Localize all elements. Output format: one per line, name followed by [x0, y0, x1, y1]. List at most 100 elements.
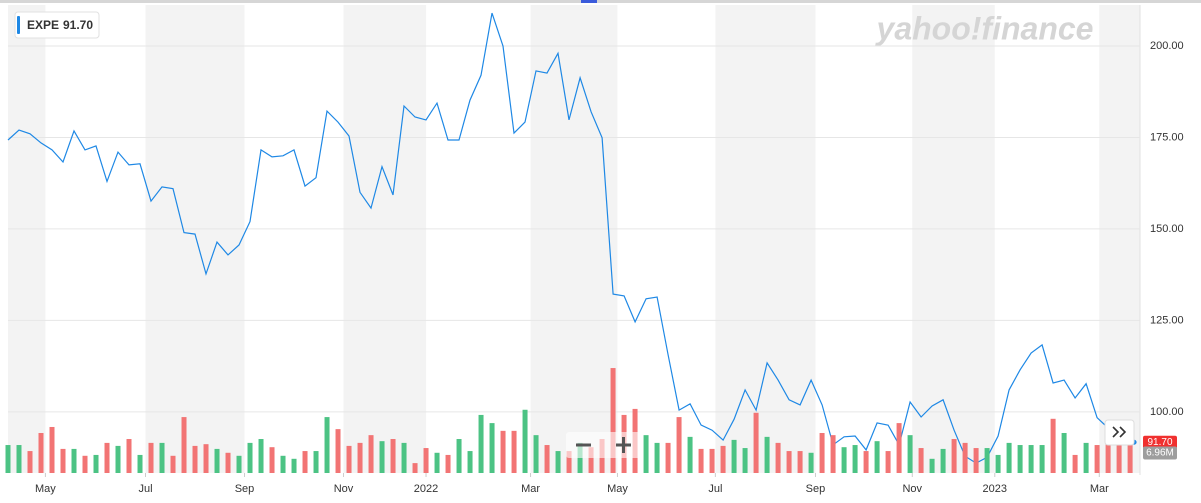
volume-bar	[687, 436, 693, 473]
x-tick-label: Sep	[806, 483, 826, 495]
x-tick-label: Jul	[138, 483, 152, 495]
volume-bar	[643, 435, 649, 473]
volume-bar	[280, 455, 286, 473]
volume-bar	[302, 451, 308, 473]
top-border	[0, 0, 1201, 3]
volume-bar	[863, 451, 869, 473]
volume-bar	[1050, 418, 1056, 473]
volume-bar	[247, 442, 253, 473]
volume-bar	[665, 442, 671, 473]
legend-box	[14, 11, 100, 39]
volume-bar	[269, 447, 275, 473]
plot: 100.00 125.00 150.00 175.00 200.00 May Jul Sep N…	[5, 12, 1184, 495]
volume-bar	[995, 454, 1001, 473]
volume-bar	[775, 442, 781, 473]
x-tick-label: 2022	[414, 483, 438, 495]
volume-bar	[82, 455, 88, 473]
volume-bar	[819, 432, 825, 473]
volume-bar	[951, 439, 957, 473]
volume-bar	[335, 429, 341, 473]
period-band	[912, 5, 995, 473]
volume-bar	[346, 445, 352, 473]
volume-bar	[203, 444, 209, 473]
legend: EXPE 91.70	[14, 11, 100, 39]
volume-bar	[16, 445, 22, 473]
volume-bar	[786, 451, 792, 473]
volume-bar	[1039, 445, 1045, 473]
volume-bar	[478, 414, 484, 473]
volume-bar	[588, 447, 594, 473]
volume-bar	[104, 442, 110, 473]
volume-bar	[5, 445, 11, 473]
expand-button[interactable]	[1104, 419, 1135, 446]
x-tick-label: Jul	[708, 483, 722, 495]
volume-bar	[940, 448, 946, 473]
price-tag-label: 91.70	[1147, 437, 1172, 448]
volume-bar	[324, 417, 330, 473]
volume-bar	[764, 436, 770, 473]
volume-bar	[434, 452, 440, 473]
top-tab	[581, 0, 597, 3]
volume-bar	[401, 442, 407, 473]
period-band	[530, 5, 618, 473]
volume-bar	[731, 439, 737, 473]
volume-bar	[962, 442, 968, 473]
y-tick-label: 150.00	[1150, 223, 1184, 235]
volume-bar	[225, 452, 231, 473]
volume-tag-label: 6.96M	[1146, 448, 1174, 459]
x-tick-label: May	[607, 483, 628, 495]
volume-bar	[1105, 442, 1111, 473]
volume-bar	[522, 409, 528, 473]
volume-bar	[313, 451, 319, 473]
volume-bar	[500, 430, 506, 473]
volume-bar	[896, 423, 902, 473]
volume-bar	[170, 455, 176, 473]
volume-bar	[71, 448, 77, 473]
legend-swatch	[17, 16, 20, 34]
expand-icon[interactable]	[1112, 426, 1127, 438]
volume-bar	[258, 439, 264, 473]
x-tick-label: Mar	[1090, 483, 1109, 495]
volume-bar	[412, 463, 418, 473]
volume-bar	[379, 441, 385, 473]
volume-bar	[929, 458, 935, 473]
period-band	[145, 5, 245, 473]
watermark: yahoo!finance	[875, 10, 1094, 46]
x-tick-label: Mar	[521, 483, 540, 495]
legend-symbol: EXPE	[27, 18, 59, 32]
volume-bar	[38, 432, 44, 473]
expand-box[interactable]	[1104, 419, 1135, 446]
volume-bar	[1072, 454, 1078, 473]
x-tick-label: Nov	[334, 483, 354, 495]
volume-bar	[907, 435, 913, 473]
volume-bar	[544, 445, 550, 473]
volume-bar	[115, 445, 121, 473]
zoom-controls[interactable]	[566, 432, 642, 458]
volume-bar	[423, 448, 429, 473]
volume-bar	[511, 430, 517, 473]
volume-bar	[885, 451, 891, 473]
volume-bar	[841, 447, 847, 473]
legend-price: 91.70	[63, 18, 93, 32]
volume-bar	[676, 417, 682, 473]
volume-bar	[368, 435, 374, 473]
volume-bar	[159, 442, 165, 473]
volume-bar	[874, 441, 880, 473]
volume-bar	[126, 439, 132, 473]
period-band	[343, 5, 427, 473]
volume-bar	[808, 452, 814, 473]
x-tick-label: Sep	[235, 483, 255, 495]
period-band	[8, 5, 46, 473]
volume-bar	[49, 426, 55, 473]
volume-bar	[720, 445, 726, 473]
volume-bar	[291, 458, 297, 473]
volume-tag	[1143, 446, 1177, 460]
background	[8, 5, 1141, 475]
volume-bar	[456, 439, 462, 473]
x-tick-label: 2023	[983, 483, 1007, 495]
volume-bar	[1094, 445, 1100, 473]
volume-bar	[973, 448, 979, 473]
volume-bar	[390, 439, 396, 473]
